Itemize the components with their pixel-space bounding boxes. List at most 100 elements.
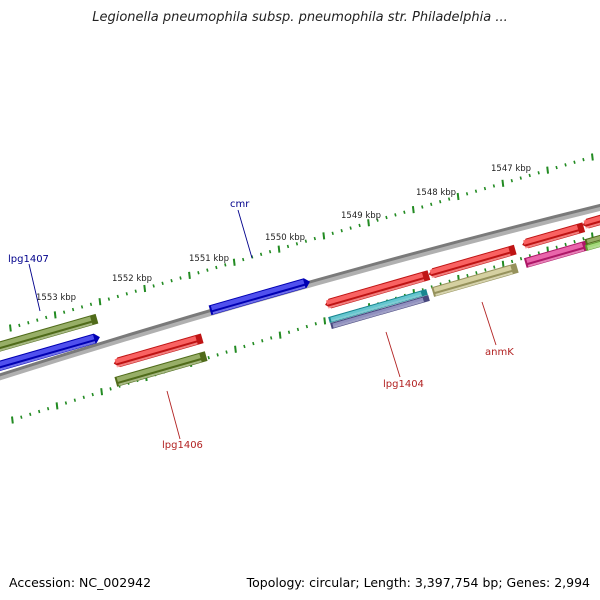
gene-label: lpg1404 <box>383 379 424 390</box>
scale-tick-upper <box>358 223 361 228</box>
scale-tick-upper <box>465 192 469 196</box>
scale-tick-lower <box>519 256 523 261</box>
gene-lpg1406 <box>114 351 208 387</box>
scale-tick-upper <box>304 239 308 243</box>
scale-tick-upper <box>206 268 209 272</box>
scale-tick-lower <box>269 336 273 340</box>
scale-tick-upper <box>501 179 505 187</box>
scale-tick-upper <box>367 219 370 227</box>
gene-magenta <box>523 240 591 268</box>
scale-label: 1552 kbp <box>112 274 152 284</box>
scale-tick-lower <box>466 273 469 278</box>
scale-tick-lower <box>573 239 576 244</box>
scale-tick-upper <box>474 189 478 193</box>
scale-label: 1547 kbp <box>491 164 531 174</box>
gene-olive-upper <box>0 313 99 353</box>
scale-tick-lower <box>305 324 309 329</box>
scale-tick-lower <box>243 344 246 349</box>
scale-tick-upper <box>313 236 317 241</box>
scale-tick-upper <box>161 281 164 285</box>
gene-red-upper-1 <box>325 270 431 309</box>
scale-tick-upper <box>582 157 585 162</box>
scale-tick-upper <box>322 232 326 240</box>
scale-tick-upper <box>179 276 182 280</box>
scale-tick-upper <box>170 278 173 283</box>
gene-label: cmr <box>230 199 250 210</box>
scale-tick-lower <box>484 268 487 272</box>
scale-tick-upper <box>27 321 30 325</box>
scale-tick-upper <box>295 242 299 246</box>
scale-tick-lower <box>278 331 282 339</box>
scale-tick-upper <box>456 192 460 201</box>
scale-tick-upper <box>224 263 227 267</box>
scale-tick-lower <box>55 402 59 410</box>
gene-cmr <box>208 278 310 316</box>
scale-tick-upper <box>125 292 128 296</box>
scale-tick-upper <box>546 166 550 174</box>
scale-tick-lower <box>100 388 104 396</box>
scale-tick-lower <box>501 260 505 268</box>
scale-tick-upper <box>483 186 487 191</box>
scale-label: 1548 kbp <box>416 188 456 198</box>
gene-lime-edge <box>584 236 600 252</box>
map-title: Legionella pneumophila subsp. pneumophil… <box>92 10 508 25</box>
scale-tick-upper <box>232 258 236 266</box>
scale-tick-lower <box>234 345 237 353</box>
scale-tick-upper <box>385 215 388 220</box>
scale-tick-upper <box>430 202 433 207</box>
leader-line <box>166 390 181 440</box>
scale-tick-upper <box>528 173 531 178</box>
scale-tick-upper <box>555 165 558 170</box>
scale-tick-upper <box>107 297 111 301</box>
scale-tick-upper <box>215 265 218 270</box>
scale-tick-upper <box>286 244 290 249</box>
scale-tick-upper <box>152 284 155 288</box>
scale-label: 1553 kbp <box>36 293 76 303</box>
gene-red-upper-2 <box>428 244 517 279</box>
scale-tick-upper <box>134 289 137 293</box>
gene-labels: lpg1407 cmr lpg1406 lpg1404 anmK <box>8 199 514 451</box>
scale-tick-upper <box>591 153 594 161</box>
scale-tick-lower <box>20 415 23 419</box>
scale-tick-lower <box>64 401 68 405</box>
leader-line <box>237 209 253 259</box>
genome-summary: Topology: circular; Length: 3,397,754 bp… <box>246 575 590 590</box>
scale-tick-lower <box>46 406 50 411</box>
scale-tick-upper <box>242 257 245 262</box>
scale-tick-lower <box>109 387 112 391</box>
leader-line <box>28 263 41 312</box>
scale-tick-upper <box>9 324 12 332</box>
scale-tick-upper <box>510 178 513 183</box>
genes <box>0 210 600 387</box>
scale-tick-upper <box>349 226 352 230</box>
gene-lpg1407 <box>0 333 100 372</box>
scale-tick-lower <box>582 237 585 241</box>
scale-label: 1549 kbp <box>341 211 381 221</box>
scale-tick-upper <box>277 245 281 253</box>
scale-tick-upper <box>36 318 39 322</box>
scale-tick-upper <box>53 311 57 319</box>
scale-tick-upper <box>188 271 191 279</box>
gene-label: lpg1407 <box>8 254 49 265</box>
gene-red-lower <box>113 333 204 368</box>
scale-tick-lower <box>216 353 219 357</box>
scale-tick-upper <box>45 315 48 320</box>
leader-line <box>385 331 401 378</box>
scale-tick-upper <box>340 228 343 233</box>
scale-tick-lower <box>555 245 558 250</box>
scale-tick-upper <box>268 250 272 254</box>
scale-tick-upper <box>573 160 576 164</box>
scale-tick-lower <box>314 322 317 326</box>
scale-ticks <box>9 153 594 424</box>
scale-label: 1551 kbp <box>189 254 229 264</box>
scale-label: 1550 kbp <box>265 233 305 243</box>
scale-tick-upper <box>421 205 424 209</box>
scale-tick-upper <box>98 298 102 306</box>
gene-red-upper-4 <box>582 210 600 229</box>
scale-tick-upper <box>394 213 397 217</box>
scale-labels: 1553 kbp 1552 kbp 1551 kbp 1550 kbp 1549 kbp… <box>36 164 531 303</box>
scale-tick-upper <box>537 171 540 175</box>
scale-tick-lower <box>207 356 210 360</box>
scale-tick-lower <box>82 395 85 400</box>
accession-label: Accession: NC_002942 <box>9 575 152 590</box>
